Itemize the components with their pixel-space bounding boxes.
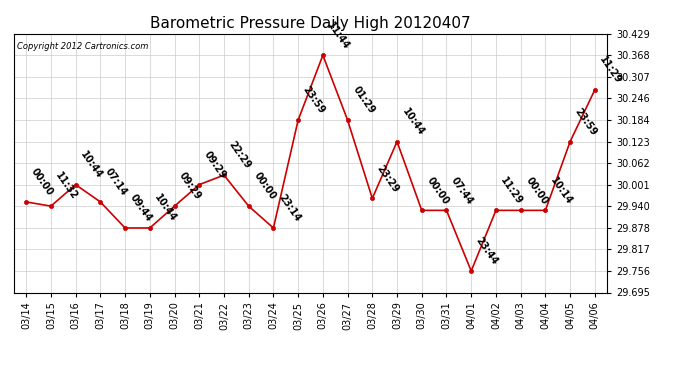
Text: 23:29: 23:29 [375,163,401,194]
Text: 10:44: 10:44 [79,149,104,180]
Text: 10:44: 10:44 [400,106,426,138]
Text: Copyright 2012 Cartronics.com: Copyright 2012 Cartronics.com [17,42,148,51]
Text: 09:29: 09:29 [202,149,228,180]
Text: 00:00: 00:00 [29,166,55,198]
Text: 07:44: 07:44 [449,175,475,206]
Text: 07:14: 07:14 [103,166,129,198]
Text: 11:44: 11:44 [326,20,352,51]
Text: 01:29: 01:29 [351,85,376,116]
Text: 09:44: 09:44 [128,193,154,224]
Text: 10:14: 10:14 [548,175,574,206]
Text: 00:00: 00:00 [251,171,277,202]
Text: 23:59: 23:59 [301,85,327,116]
Text: 11:29: 11:29 [499,175,524,206]
Text: 00:00: 00:00 [524,175,549,206]
Text: 11:32: 11:32 [54,171,79,202]
Text: 23:59: 23:59 [573,106,599,138]
Text: 00:00: 00:00 [424,175,451,206]
Text: 11:29: 11:29 [598,54,624,86]
Text: 10:44: 10:44 [152,193,179,224]
Title: Barometric Pressure Daily High 20120407: Barometric Pressure Daily High 20120407 [150,16,471,31]
Text: 23:44: 23:44 [474,236,500,267]
Text: 23:14: 23:14 [276,193,302,224]
Text: 22:29: 22:29 [227,140,253,171]
Text: 09:29: 09:29 [177,171,204,202]
